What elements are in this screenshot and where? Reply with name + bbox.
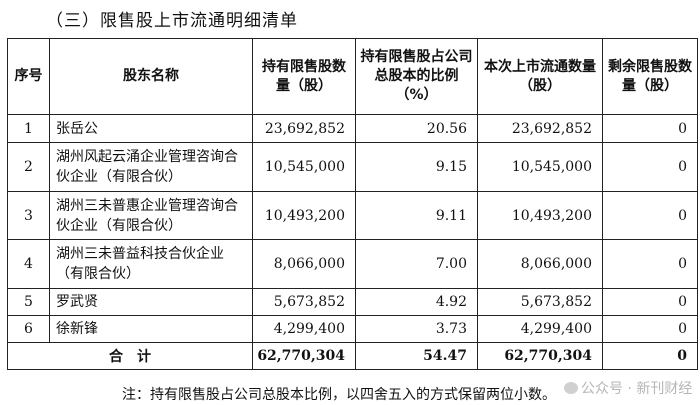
cell-held: 23,692,852: [252, 114, 356, 143]
cell-remaining: 0: [602, 288, 698, 316]
total-ratio: 54.47: [355, 342, 478, 370]
watermark: 公众号 · 新刊财经: [564, 378, 692, 398]
cell-remaining: 0: [602, 114, 698, 143]
cell-name: 湖州三未普惠企业管理咨询合伙企业（有限合伙）: [49, 191, 253, 240]
cell-held: 4,299,400: [252, 315, 356, 343]
header-remaining: 剩余限售股数量（股）: [602, 38, 698, 115]
cell-listed: 10,493,200: [477, 191, 603, 240]
header-listed: 本次上市流通数量（股）: [477, 38, 603, 115]
cell-seq: 1: [7, 114, 50, 143]
cell-listed: 8,066,000: [477, 239, 603, 289]
cell-listed: 4,299,400: [477, 315, 603, 343]
cell-seq: 2: [7, 142, 50, 192]
table-row: 5 罗武贤 5,673,852 4.92 5,673,852 0: [7, 288, 698, 316]
cell-seq: 5: [7, 288, 50, 316]
cell-remaining: 0: [602, 142, 698, 192]
total-label: 合 计: [7, 342, 253, 370]
cell-ratio: 9.11: [355, 191, 478, 240]
table-footnote: 注：持有限售股占公司总股本比例，以四舍五入的方式保留两位小数。: [122, 387, 556, 403]
total-held: 62,770,304: [252, 342, 356, 370]
watermark-text: 公众号 · 新刊财经: [581, 381, 693, 397]
cell-held: 10,493,200: [252, 191, 356, 240]
cell-name: 张岳公: [49, 114, 253, 143]
cell-listed: 23,692,852: [477, 114, 603, 143]
cell-held: 5,673,852: [252, 288, 356, 316]
cell-held: 10,545,000: [252, 142, 356, 192]
cell-ratio: 7.00: [355, 239, 478, 289]
header-seq: 序号: [7, 38, 50, 115]
wechat-icon: [564, 382, 578, 394]
table-total-row: 合 计 62,770,304 54.47 62,770,304 0: [7, 342, 698, 370]
cell-remaining: 0: [602, 315, 698, 343]
table-header-row: 序号 股东名称 持有限售股数量（股） 持有限售股占公司总股本的比例（%） 本次上…: [7, 38, 698, 115]
table-row: 1 张岳公 23,692,852 20.56 23,692,852 0: [7, 114, 698, 143]
cell-name: 湖州风起云涌企业管理咨询合伙企业（有限合伙）: [49, 142, 253, 192]
cell-held: 8,066,000: [252, 239, 356, 289]
table-row: 4 湖州三未普益科技合伙企业（有限合伙） 8,066,000 7.00 8,06…: [7, 239, 698, 289]
cell-ratio: 9.15: [355, 142, 478, 192]
cell-ratio: 4.92: [355, 288, 478, 316]
header-ratio: 持有限售股占公司总股本的比例（%）: [355, 38, 478, 115]
cell-listed: 10,545,000: [477, 142, 603, 192]
header-held: 持有限售股数量（股）: [252, 38, 356, 115]
cell-name: 徐新锋: [49, 315, 253, 343]
cell-listed: 5,673,852: [477, 288, 603, 316]
cell-remaining: 0: [602, 191, 698, 240]
section-heading: （三）限售股上市流通明细清单: [46, 11, 298, 31]
restricted-shares-table: 序号 股东名称 持有限售股数量（股） 持有限售股占公司总股本的比例（%） 本次上…: [7, 38, 698, 370]
cell-seq: 3: [7, 191, 50, 240]
cell-ratio: 20.56: [355, 114, 478, 143]
cell-ratio: 3.73: [355, 315, 478, 343]
table-row: 3 湖州三未普惠企业管理咨询合伙企业（有限合伙） 10,493,200 9.11…: [7, 191, 698, 240]
table-row: 6 徐新锋 4,299,400 3.73 4,299,400 0: [7, 315, 698, 343]
header-name: 股东名称: [49, 38, 253, 115]
cell-name: 湖州三未普益科技合伙企业（有限合伙）: [49, 239, 253, 289]
cell-remaining: 0: [602, 239, 698, 289]
cell-name: 罗武贤: [49, 288, 253, 316]
table-row: 2 湖州风起云涌企业管理咨询合伙企业（有限合伙） 10,545,000 9.15…: [7, 142, 698, 192]
total-listed: 62,770,304: [477, 342, 603, 370]
total-remaining: 0: [602, 342, 698, 370]
cell-seq: 6: [7, 315, 50, 343]
cell-seq: 4: [7, 239, 50, 289]
